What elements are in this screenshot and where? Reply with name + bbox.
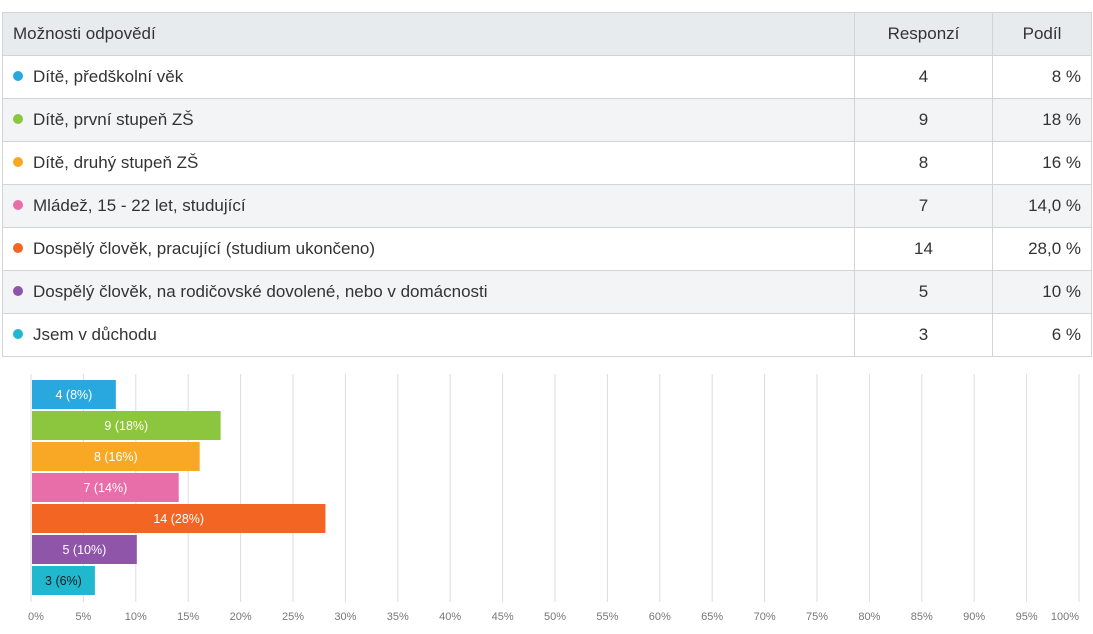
results-table: Možnosti odpovědí Responzí Podíl Dítě, p… xyxy=(2,12,1092,357)
share-cell: 18 % xyxy=(992,98,1092,142)
bar-chart-svg: 0% 5% 10% 15% 20% 25% 30% 35% 40% 45% 50% 55% 60% 65%… xyxy=(28,374,1080,623)
option-label: Mládež, 15 - 22 let, studující xyxy=(33,196,246,215)
x-tick-label: 100% xyxy=(1051,611,1079,623)
bar xyxy=(32,535,137,564)
bar xyxy=(32,566,95,595)
table-header-row: Možnosti odpovědí Responzí Podíl xyxy=(2,12,1092,56)
table-row: Dítě, první stupeň ZŠ 9 18 % xyxy=(2,98,1092,142)
table-row: Jsem v důchodu 3 6 % xyxy=(2,313,1092,357)
table-row: Mládež, 15 - 22 let, studující 7 14,0 % xyxy=(2,184,1092,228)
option-cell: Mládež, 15 - 22 let, studující xyxy=(2,184,855,228)
bar xyxy=(32,411,221,440)
x-tick-label: 20% xyxy=(230,611,252,623)
responses-cell: 14 xyxy=(854,227,993,271)
table-row: Dítě, předškolní věk 4 8 % xyxy=(2,55,1092,99)
bar xyxy=(32,504,326,533)
option-cell: Dospělý člověk, pracující (studium ukonč… xyxy=(2,227,855,271)
bar-data-label: 9 (18%) xyxy=(104,419,148,433)
legend-dot-icon xyxy=(13,200,23,210)
responses-cell: 5 xyxy=(854,270,993,314)
responses-cell: 8 xyxy=(854,141,993,185)
share-cell: 6 % xyxy=(992,313,1092,357)
option-label: Dospělý člověk, pracující (studium ukonč… xyxy=(33,239,376,258)
table-row: Dítě, druhý stupeň ZŠ 8 16 % xyxy=(2,141,1092,185)
option-cell: Dítě, předškolní věk xyxy=(2,55,855,99)
x-tick-label: 45% xyxy=(492,611,514,623)
responses-cell: 9 xyxy=(854,98,993,142)
share-cell: 14,0 % xyxy=(992,184,1092,228)
legend-dot-icon xyxy=(13,157,23,167)
bar-data-label: 4 (8%) xyxy=(56,388,93,402)
bar xyxy=(32,380,116,409)
x-tick-label: 80% xyxy=(858,611,880,623)
legend-dot-icon xyxy=(13,329,23,339)
x-tick-label: 65% xyxy=(701,611,723,623)
bar-data-label: 5 (10%) xyxy=(63,543,107,557)
x-tick-label: 30% xyxy=(334,611,356,623)
bar-data-label: 14 (28%) xyxy=(153,512,204,526)
table-row: Dospělý člověk, pracující (studium ukonč… xyxy=(2,227,1092,271)
x-tick-label: 25% xyxy=(282,611,304,623)
x-tick-label: 5% xyxy=(75,611,91,623)
responses-cell: 4 xyxy=(854,55,993,99)
option-label: Dítě, první stupeň ZŠ xyxy=(33,110,194,129)
option-label: Dospělý člověk, na rodičovské dovolené, … xyxy=(33,282,488,301)
bar-data-label: 3 (6%) xyxy=(45,574,82,588)
share-cell: 28,0 % xyxy=(992,227,1092,271)
x-tick-label: 40% xyxy=(439,611,461,623)
x-tick-label: 55% xyxy=(596,611,618,623)
responses-cell: 3 xyxy=(854,313,993,357)
legend-dot-icon xyxy=(13,243,23,253)
legend-dot-icon xyxy=(13,71,23,81)
bar-data-label: 8 (16%) xyxy=(94,450,138,464)
x-tick-label: 50% xyxy=(544,611,566,623)
bar xyxy=(32,473,179,502)
x-tick-label: 85% xyxy=(911,611,933,623)
header-share: Podíl xyxy=(992,12,1092,56)
table-body: Dítě, předškolní věk 4 8 % Dítě, první stup… xyxy=(2,55,1092,357)
share-cell: 16 % xyxy=(992,141,1092,185)
x-tick-label: 90% xyxy=(963,611,985,623)
bar-data-label: 7 (14%) xyxy=(83,481,127,495)
option-label: Dítě, předškolní věk xyxy=(33,67,184,86)
x-tick-label: 0% xyxy=(28,611,44,623)
option-label: Jsem v důchodu xyxy=(33,325,157,344)
option-cell: Dítě, druhý stupeň ZŠ xyxy=(2,141,855,185)
x-tick-label: 95% xyxy=(1016,611,1038,623)
option-label: Dítě, druhý stupeň ZŠ xyxy=(33,153,199,172)
x-tick-label: 15% xyxy=(177,611,199,623)
bar-chart: 0% 5% 10% 15% 20% 25% 30% 35% 40% 45% 50% 55% 60% 65%… xyxy=(2,370,1091,634)
share-cell: 8 % xyxy=(992,55,1092,99)
header-responses: Responzí xyxy=(854,12,993,56)
x-tick-label: 75% xyxy=(806,611,828,623)
x-tick-label: 10% xyxy=(125,611,147,623)
share-cell: 10 % xyxy=(992,270,1092,314)
bar xyxy=(32,442,200,471)
option-cell: Dospělý člověk, na rodičovské dovolené, … xyxy=(2,270,855,314)
option-cell: Jsem v důchodu xyxy=(2,313,855,357)
x-tick-label: 35% xyxy=(387,611,409,623)
x-tick-label: 60% xyxy=(649,611,671,623)
header-options: Možnosti odpovědí xyxy=(2,12,855,56)
legend-dot-icon xyxy=(13,114,23,124)
option-cell: Dítě, první stupeň ZŠ xyxy=(2,98,855,142)
table-row: Dospělý člověk, na rodičovské dovolené, … xyxy=(2,270,1092,314)
legend-dot-icon xyxy=(13,286,23,296)
responses-cell: 7 xyxy=(854,184,993,228)
x-tick-label: 70% xyxy=(754,611,776,623)
